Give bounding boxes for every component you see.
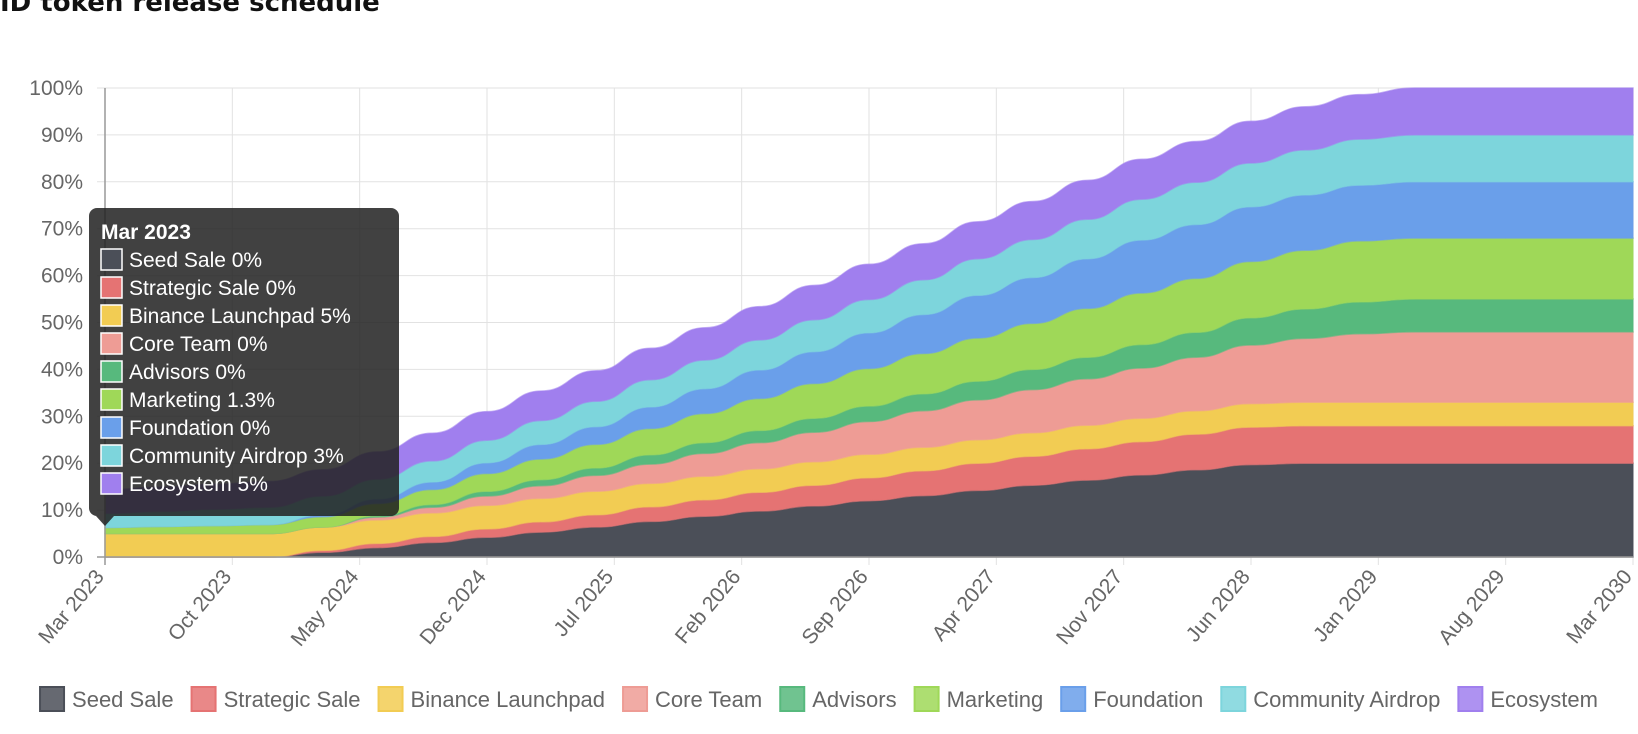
tooltip-item: Core Team 0% xyxy=(129,333,268,356)
legend-swatch-strategic-sale[interactable] xyxy=(190,686,217,712)
tooltip: Mar 2023 Seed Sale 0% Strategic Sale 0% Bin… xyxy=(89,208,399,526)
legend-label-advisors[interactable]: Advisors xyxy=(812,687,896,712)
x-axis-tick-labels: Mar 2023 Oct 2023 May 2024 Dec 2024 Jul 2025… xyxy=(34,565,1637,651)
x-tick-label: Jun 2028 xyxy=(1182,565,1255,646)
x-tick-label: Feb 2026 xyxy=(671,565,746,648)
legend-swatch-seed-sale[interactable] xyxy=(39,686,66,712)
tooltip-item: Foundation 0% xyxy=(129,417,270,440)
x-tick-label: Aug 2029 xyxy=(1434,565,1509,649)
tooltip-swatch xyxy=(100,332,123,355)
area-ecosystem[interactable] xyxy=(104,87,1634,515)
chart-title: ID token release schedule xyxy=(0,0,380,18)
legend-label-foundation[interactable]: Foundation xyxy=(1093,687,1203,712)
tooltip-item: Seed Sale 0% xyxy=(129,249,262,272)
x-tick-label: Jul 2025 xyxy=(550,565,619,641)
tooltip-item: Binance Launchpad 5% xyxy=(129,305,351,328)
tooltip-swatch xyxy=(100,444,123,467)
y-tick-label: 20% xyxy=(41,452,83,475)
tooltip-swatch xyxy=(100,472,123,495)
tooltip-swatch xyxy=(100,416,123,439)
y-tick-label: 30% xyxy=(41,405,83,428)
legend-swatch-foundation[interactable] xyxy=(1060,686,1087,712)
tooltip-swatch xyxy=(100,360,123,383)
tooltip-item: Marketing 1.3% xyxy=(129,389,275,412)
legend-swatch-advisors[interactable] xyxy=(779,686,806,712)
x-tick-label: Dec 2024 xyxy=(415,565,491,649)
legend-swatch-binance-launchpad[interactable] xyxy=(377,686,404,712)
tooltip-caret xyxy=(96,516,114,526)
area-series-group[interactable] xyxy=(104,87,1634,558)
legend-label-binance-launchpad[interactable]: Binance Launchpad xyxy=(411,687,606,712)
legend-swatch-community-airdrop[interactable] xyxy=(1220,686,1247,712)
y-tick-label: 80% xyxy=(41,171,83,194)
legend-swatch-core-team[interactable] xyxy=(622,686,649,712)
x-tick-label: Mar 2030 xyxy=(1562,565,1637,648)
tooltip-item: Ecosystem 5% xyxy=(129,473,268,496)
y-axis-tick-labels: 0% 10% 20% 30% 40% 50% 60% 70% 80% 90% 100% xyxy=(29,77,83,569)
legend[interactable]: Seed Sale Strategic Sale Binance Launchpad… xyxy=(39,686,1598,712)
x-tick-label: Mar 2023 xyxy=(34,565,109,648)
legend-swatch-marketing[interactable] xyxy=(913,686,940,712)
tooltip-item: Advisors 0% xyxy=(129,361,246,384)
tooltip-swatch xyxy=(100,388,123,411)
tooltip-swatch xyxy=(100,304,123,327)
legend-label-strategic-sale[interactable]: Strategic Sale xyxy=(224,687,361,712)
x-tick-label: Oct 2023 xyxy=(164,565,236,645)
tooltip-swatch xyxy=(100,248,123,271)
legend-label-community-airdrop[interactable]: Community Airdrop xyxy=(1253,687,1440,712)
y-tick-label: 100% xyxy=(29,77,83,100)
y-tick-label: 50% xyxy=(41,312,83,335)
x-tick-label: Nov 2027 xyxy=(1052,565,1127,649)
legend-label-marketing[interactable]: Marketing xyxy=(947,687,1044,712)
legend-label-core-team[interactable]: Core Team xyxy=(655,687,762,712)
tooltip-item: Strategic Sale 0% xyxy=(129,277,296,300)
tooltip-item: Community Airdrop 3% xyxy=(129,445,344,468)
y-tick-label: 10% xyxy=(41,499,83,522)
y-tick-label: 90% xyxy=(41,124,83,147)
x-tick-label: Sep 2026 xyxy=(797,565,872,649)
tooltip-box xyxy=(89,208,399,516)
legend-swatch-ecosystem[interactable] xyxy=(1457,686,1484,712)
x-tick-label: May 2024 xyxy=(287,565,364,651)
x-tick-label: Jan 2029 xyxy=(1309,565,1382,646)
y-tick-label: 70% xyxy=(41,218,83,241)
x-tick-label: Apr 2027 xyxy=(928,565,1000,645)
y-tick-label: 60% xyxy=(41,265,83,288)
y-tick-label: 0% xyxy=(53,546,83,569)
y-tick-label: 40% xyxy=(41,358,83,381)
tooltip-swatch xyxy=(100,276,123,299)
legend-label-ecosystem[interactable]: Ecosystem xyxy=(1490,687,1598,712)
tooltip-title: Mar 2023 xyxy=(101,221,191,244)
legend-label-seed-sale[interactable]: Seed Sale xyxy=(72,687,174,712)
